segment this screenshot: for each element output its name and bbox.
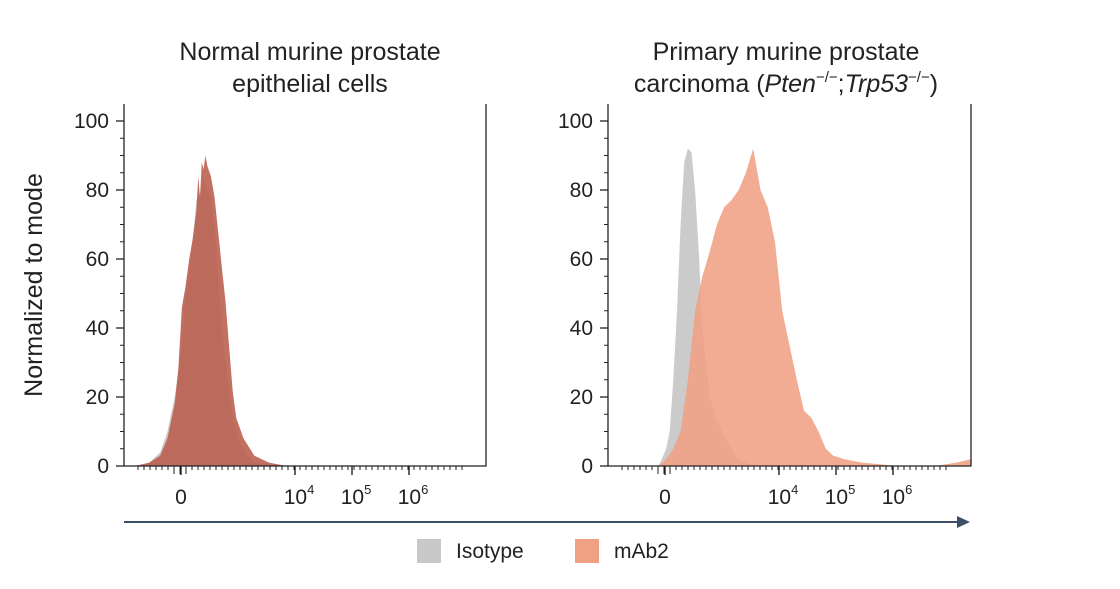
legend-swatch-mab2 — [575, 539, 599, 563]
panel-title-line-2: epithelial cells — [232, 70, 388, 98]
x-tick-label: 104 — [768, 482, 799, 509]
axes-layer: 0 20 40 60 80 100 0 104 105 106 — [558, 104, 972, 509]
panel-carcinoma: Primary murine prostate carcinoma (Pten−… — [558, 38, 972, 509]
panel-title-line-1: Primary murine prostate — [653, 38, 920, 66]
x-tick-label: 105 — [825, 482, 856, 509]
legend-label-mab2: mAb2 — [614, 540, 669, 563]
y-tick-label: 0 — [97, 455, 109, 478]
y-tick-label: 20 — [86, 386, 109, 409]
legend: Isotype mAb2 — [417, 539, 669, 563]
y-tick-label: 60 — [570, 248, 593, 271]
x-tick-label: 105 — [341, 482, 372, 509]
axes-frame — [123, 104, 487, 467]
panel-normal-epithelial: Normal murine prostate epithelial cells … — [74, 38, 487, 509]
y-tick-label: 60 — [86, 248, 109, 271]
series-mab2-area — [658, 148, 971, 466]
axes-layer: 0 20 40 60 80 100 0 104 105 106 — [74, 104, 487, 509]
x-tick-label: 106 — [882, 482, 913, 509]
series-mab2-area — [134, 155, 287, 466]
series-layer — [658, 148, 971, 466]
y-tick-label: 80 — [86, 179, 109, 202]
y-tick-label: 80 — [570, 179, 593, 202]
y-tick-label: 0 — [581, 455, 593, 478]
legend-label-isotype: Isotype — [456, 540, 524, 563]
panel-title-line-1: Normal murine prostate — [179, 38, 440, 66]
panel-title-line-2: carcinoma (Pten−/−;Trp53−/−) — [634, 69, 938, 98]
legend-swatch-isotype — [417, 539, 441, 563]
x-tick-label: 0 — [659, 486, 671, 509]
y-axis-label: Normalized to mode — [20, 173, 48, 397]
y-tick-label: 100 — [558, 110, 593, 133]
y-tick-label: 40 — [86, 317, 109, 340]
x-tick-label: 106 — [398, 482, 429, 509]
x-tick-label: 0 — [175, 486, 187, 509]
series-isotype-area — [658, 148, 754, 466]
x-tick-label: 104 — [284, 482, 315, 509]
x-axis-arrow — [124, 516, 970, 528]
y-tick-label: 20 — [570, 386, 593, 409]
series-layer — [134, 155, 287, 466]
y-tick-label: 100 — [74, 110, 109, 133]
y-tick-label: 40 — [570, 317, 593, 340]
